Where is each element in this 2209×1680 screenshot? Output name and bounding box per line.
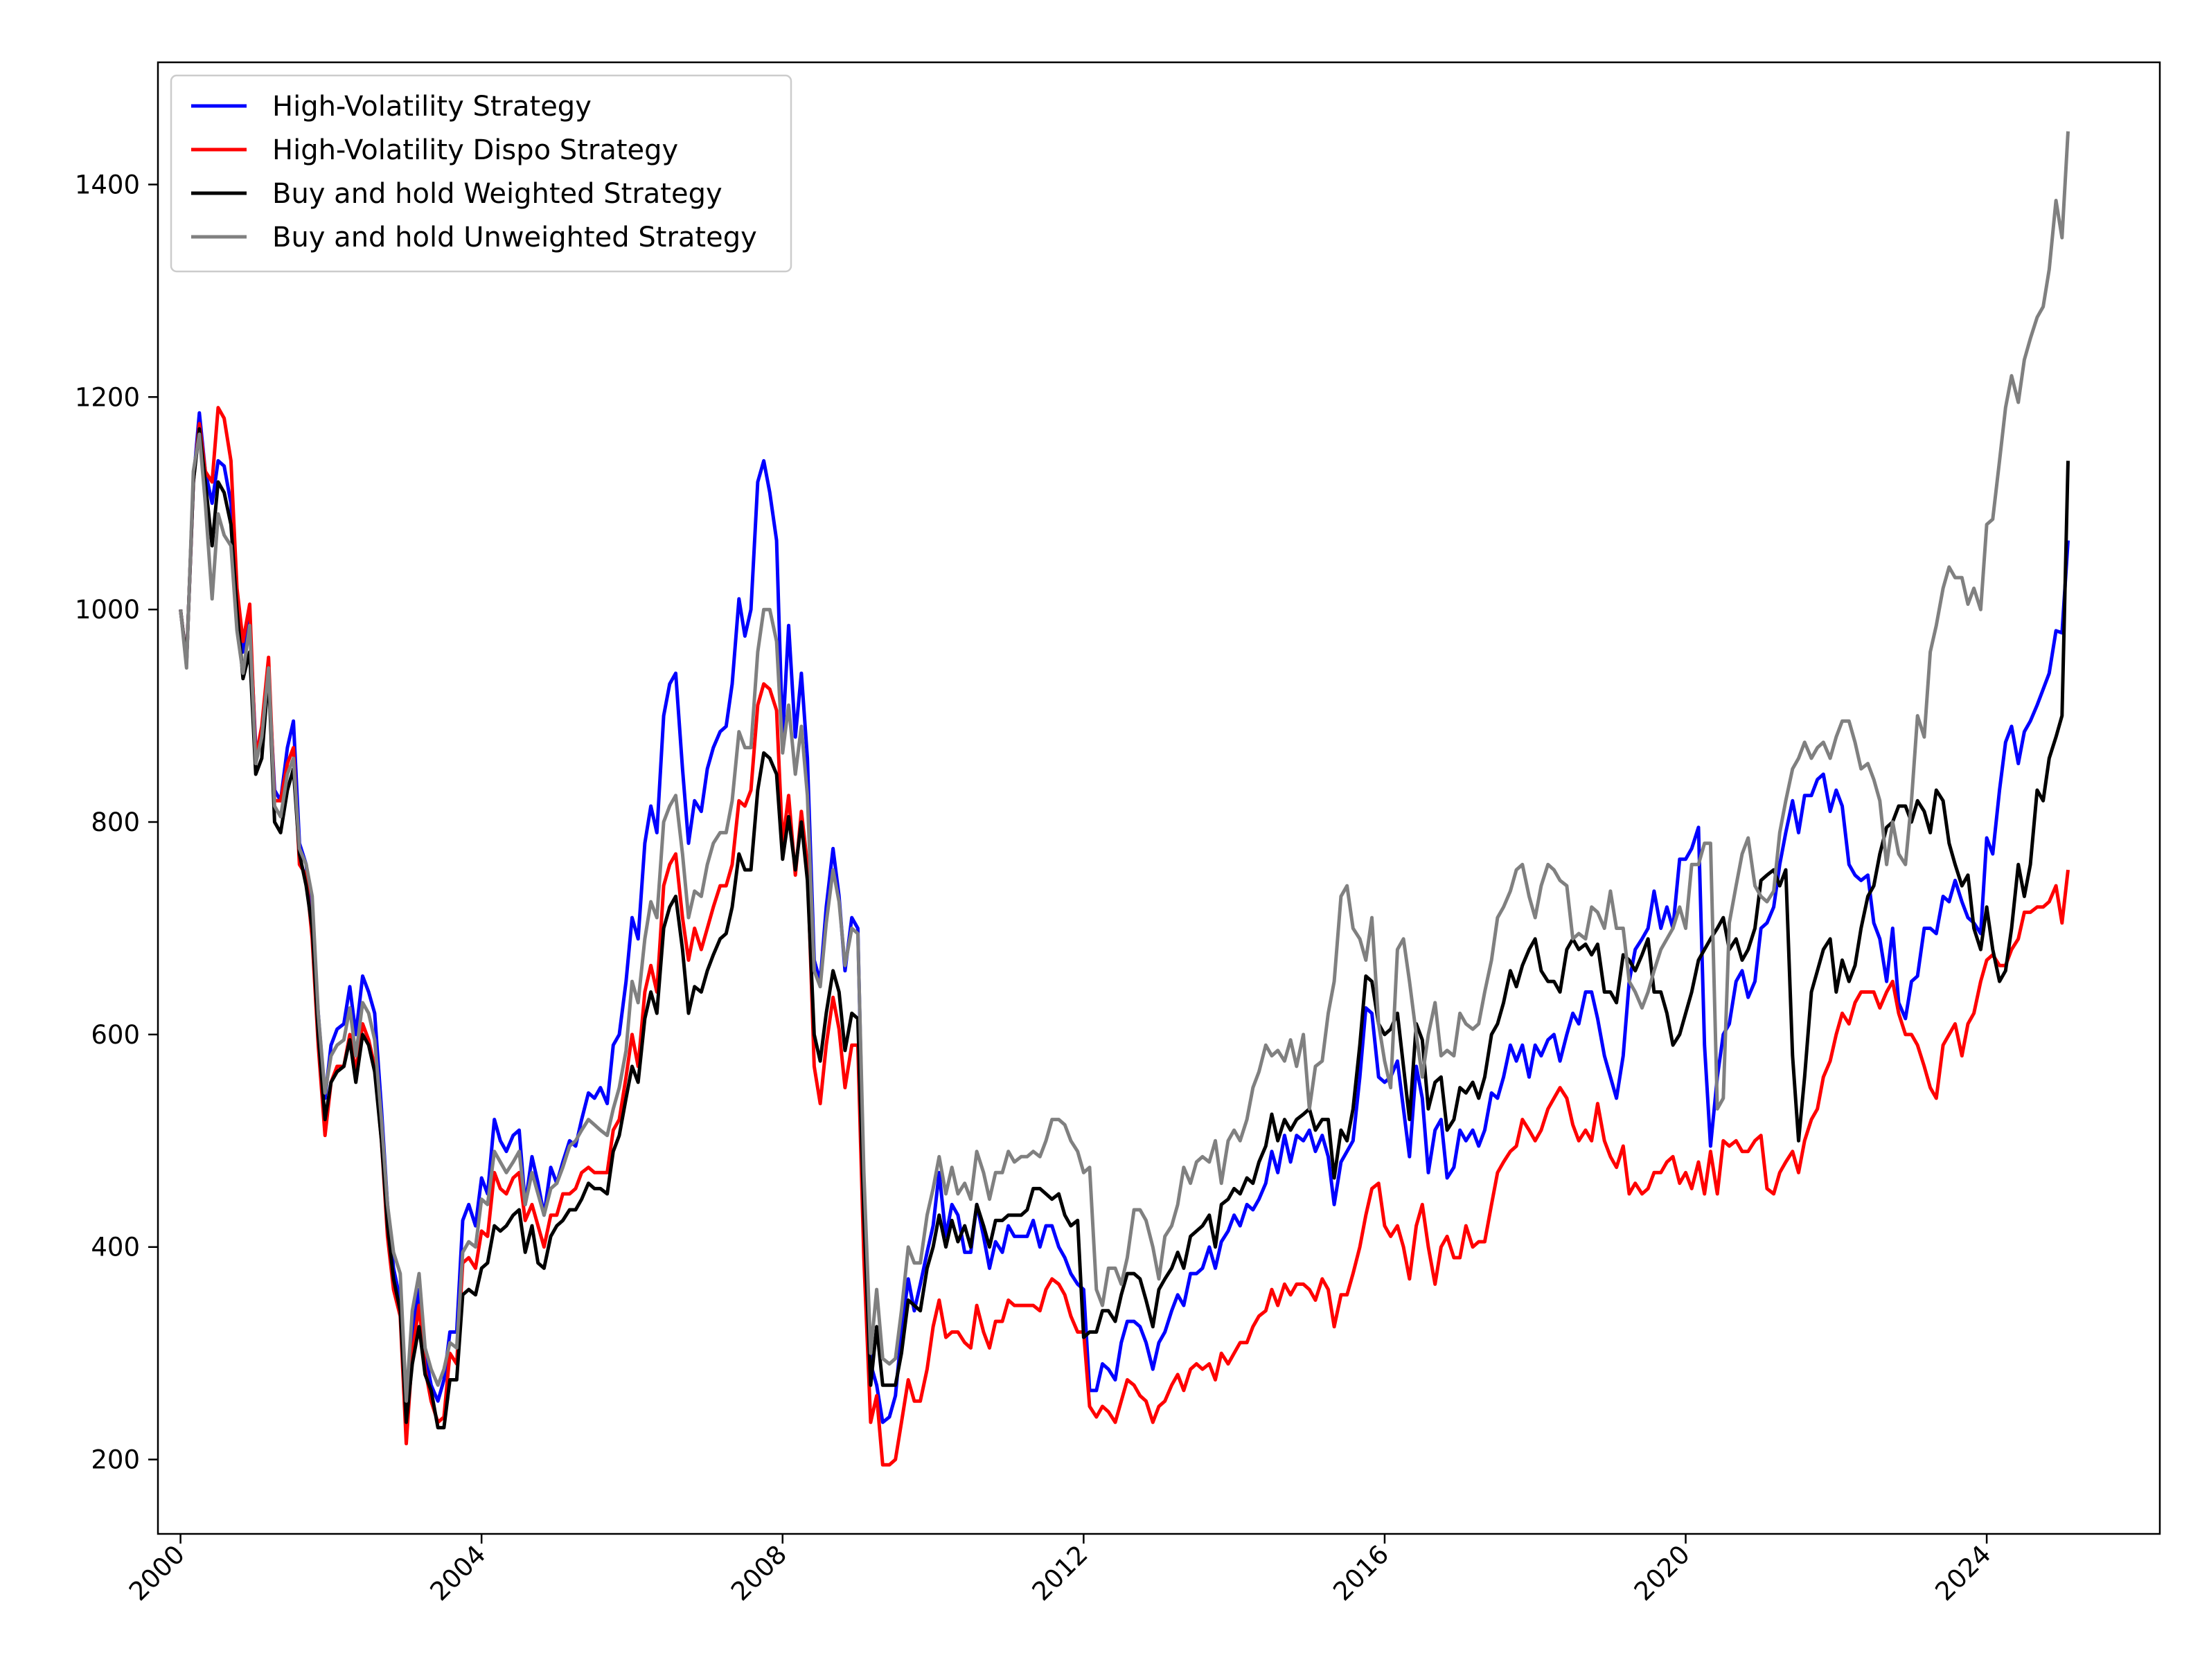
legend-label-1: High-Volatility Strategy [272,91,592,123]
legend-label-4: Buy and hold Unweighted Strategy [272,222,757,253]
series-line-4 [179,131,2070,1403]
series-line-3 [179,427,2070,1430]
series-line-1 [179,411,2070,1424]
y-tick-label: 200 [91,1445,140,1475]
y-tick-label: 1200 [75,382,140,412]
legend-box [170,74,792,273]
series-line-2 [179,406,2070,1467]
y-tick-label: 600 [91,1020,140,1050]
y-tick-label: 400 [91,1233,140,1262]
y-tick-label: 1000 [75,595,140,625]
legend-label-3: Buy and hold Weighted Strategy [272,178,722,210]
y-axis: 200 400 600 800 1000 1200 1400 [75,170,158,1475]
plot-frame [157,61,2161,1535]
legend-label-2: High-Volatility Dispo Strategy [272,134,678,166]
legend: High-Volatility Strategy High-Volatility … [170,74,792,273]
y-tick-label: 800 [91,807,140,837]
y-tick-label: 1400 [75,170,140,199]
series-layer [179,131,2070,1467]
